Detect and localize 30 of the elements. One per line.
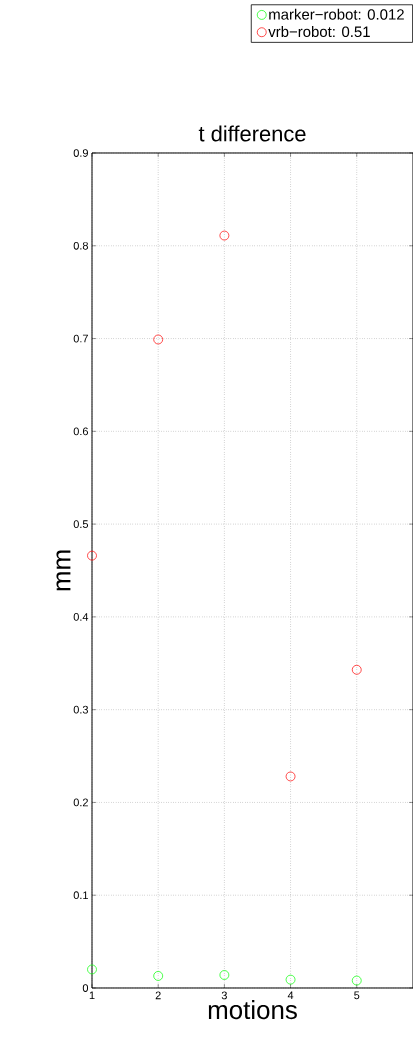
point — [285, 974, 296, 985]
y-axis-title: mm — [56, 550, 71, 591]
point — [87, 550, 97, 561]
point — [87, 964, 97, 975]
legend-label: vrb−robot: 0.51 — [268, 26, 370, 38]
y-tick-label: 0.6 — [73, 427, 88, 436]
y-tick-label: 0.7 — [73, 334, 88, 343]
chart-title: t difference — [198, 125, 306, 142]
y-tick-label: 0.4 — [73, 613, 89, 621]
x-tick-label: 3 — [221, 991, 227, 1000]
x-tick-label: 4 — [287, 991, 294, 1000]
y-tick-label: 0.2 — [73, 798, 88, 807]
point — [219, 970, 230, 980]
x-tick-label: 2 — [155, 991, 161, 1000]
point — [219, 230, 230, 241]
point — [153, 971, 164, 981]
point — [153, 334, 164, 345]
point — [351, 664, 362, 675]
x-tick-label: 5 — [354, 991, 360, 1000]
y-tick-label: 0.9 — [73, 149, 88, 157]
point — [351, 975, 362, 986]
x-axis-title: motions — [208, 1000, 297, 1020]
x-tick-label: 1 — [89, 991, 95, 1000]
y-tick-label: 0.5 — [73, 520, 89, 528]
y-tick-label: 0 — [82, 984, 89, 992]
point — [285, 771, 296, 782]
y-tick-label: 0.8 — [73, 241, 88, 250]
y-tick-label: 0.3 — [73, 705, 88, 714]
legend-label: marker−robot: 0.012 — [269, 8, 404, 20]
y-tick-label: 0.1 — [73, 891, 88, 900]
